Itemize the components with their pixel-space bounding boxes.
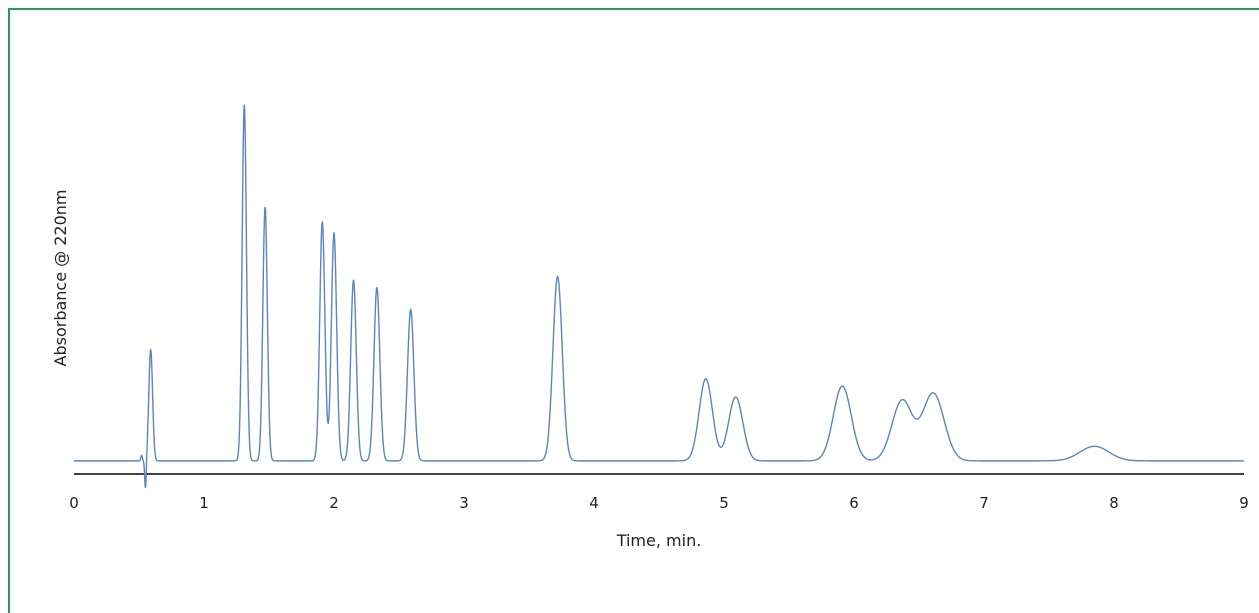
y-axis-title: Absorbance @ 220nm <box>51 190 70 367</box>
x-tick-label: 0 <box>69 494 79 512</box>
chromatogram-trace <box>73 104 1245 489</box>
x-axis-title: Time, min. <box>616 531 702 550</box>
x-tick-label: 2 <box>329 494 339 512</box>
x-tick-label: 8 <box>1109 494 1119 512</box>
x-tick-label: 7 <box>979 494 989 512</box>
x-tick-label: 9 <box>1239 494 1249 512</box>
x-axis-ticks: 0 1 2 3 4 5 6 7 8 9 <box>69 494 1249 512</box>
x-tick-label: 4 <box>589 494 599 512</box>
chart-frame <box>8 8 1259 613</box>
x-tick-label: 5 <box>719 494 729 512</box>
x-tick-label: 1 <box>199 494 209 512</box>
x-tick-label: 6 <box>849 494 859 512</box>
x-tick-label: 3 <box>459 494 469 512</box>
